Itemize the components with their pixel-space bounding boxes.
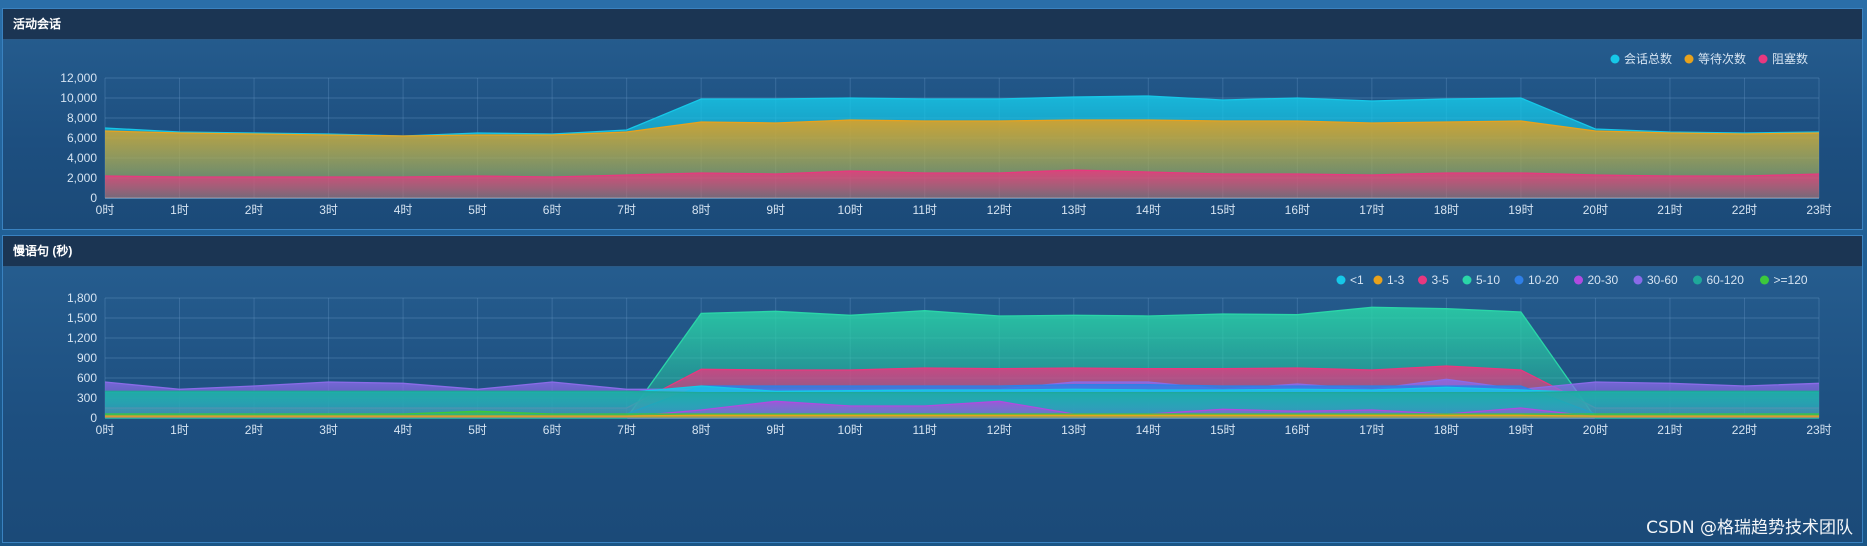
legend-marker[interactable]	[1610, 54, 1620, 64]
x-tick-label: 10时	[838, 203, 863, 217]
x-tick-label: 16时	[1285, 203, 1310, 217]
x-tick-label: 14时	[1136, 423, 1161, 437]
x-tick-label: 9时	[766, 203, 785, 217]
x-tick-label: 21时	[1657, 423, 1682, 437]
legend-marker[interactable]	[1633, 275, 1643, 285]
x-tick-label: 2时	[245, 203, 264, 217]
x-tick-label: 20时	[1583, 203, 1608, 217]
x-tick-label: 15时	[1210, 203, 1235, 217]
watermark: CSDN @格瑞趋势技术团队	[1646, 518, 1853, 538]
slow-statements-chart: 0 300 600 900 1,200 1,500 1,800 0时 1时 2时 3时 4时 5时 6时 7…	[67, 273, 1832, 437]
x-tick-label: 5时	[468, 423, 487, 437]
active-sessions-chart: 0 2,000 4,000 6,000 8,000 10,000 12,000 0时 1时 2时 3…	[60, 51, 1831, 217]
x-tick-label: 18时	[1434, 203, 1459, 217]
x-tick-label: 11时	[913, 423, 937, 437]
legend-label[interactable]: 3-5	[1432, 273, 1450, 287]
x-tick-label: 23时	[1806, 203, 1831, 217]
x-tick-label: 10时	[838, 423, 863, 437]
series-line-2	[104, 169, 1820, 178]
x-tick-label: 17时	[1359, 203, 1384, 217]
x-tick-label: 18时	[1434, 423, 1459, 437]
x-tick-label: 12时	[987, 203, 1012, 217]
series-line-8	[105, 410, 1819, 415]
legend-marker[interactable]	[1336, 275, 1346, 285]
legend-marker[interactable]	[1574, 275, 1583, 285]
y-tick-label: 600	[77, 371, 97, 385]
legend-marker[interactable]	[1684, 54, 1694, 64]
legend-label[interactable]: <1	[1350, 273, 1364, 287]
x-tick-label: 15时	[1210, 423, 1235, 437]
y-tick-label: 900	[77, 351, 97, 365]
y-tick-label: 6,000	[67, 131, 97, 145]
legend-marker[interactable]	[1693, 275, 1702, 285]
y-tick-label: 0	[90, 411, 97, 425]
legend-marker[interactable]	[1418, 275, 1427, 285]
series-line-7	[105, 390, 1819, 394]
y-tick-label: 8,000	[67, 111, 97, 125]
legend-label[interactable]: 20-30	[1588, 273, 1619, 287]
x-tick-label: 7时	[617, 423, 636, 437]
x-tick-label: 1时	[170, 423, 189, 437]
x-tick-label: 13时	[1061, 423, 1086, 437]
y-tick-label: 2,000	[67, 171, 97, 185]
y-tick-label: 300	[77, 391, 97, 405]
x-tick-label: 6时	[543, 423, 562, 437]
x-tick-label: 16时	[1285, 423, 1310, 437]
legend-label[interactable]: 等待次数	[1698, 51, 1746, 66]
x-tick-label: 14时	[1136, 203, 1161, 217]
x-tick-label: 7时	[617, 203, 636, 217]
x-tick-label: 5时	[468, 203, 487, 217]
x-tick-label: 12时	[987, 423, 1012, 437]
panel-title: 活动会话	[3, 9, 1862, 40]
x-tick-label: 3时	[319, 203, 338, 217]
x-tick-label: 3时	[319, 423, 338, 437]
x-tick-label: 13时	[1061, 203, 1086, 217]
legend-marker[interactable]	[1462, 275, 1472, 285]
y-tick-label: 1,200	[67, 331, 97, 345]
x-tick-label: 8时	[692, 203, 711, 217]
y-tick-label: 0	[90, 191, 97, 205]
legend-label[interactable]: >=120	[1774, 273, 1808, 287]
legend-label[interactable]: 10-20	[1528, 273, 1559, 287]
x-tick-label: 22时	[1732, 203, 1757, 217]
series-line-1	[105, 414, 1819, 417]
x-tick-label: 4时	[394, 203, 413, 217]
x-tick-label: 19时	[1508, 423, 1533, 437]
y-tick-label: 4,000	[67, 151, 97, 165]
y-tick-label: 12,000	[60, 71, 97, 85]
x-tick-label: 22时	[1732, 423, 1757, 437]
x-tick-label: 6时	[543, 203, 562, 217]
legend-label[interactable]: 5-10	[1476, 273, 1500, 287]
legend-label[interactable]: 60-120	[1707, 273, 1745, 287]
x-tick-label: 21时	[1657, 203, 1682, 217]
x-tick-label: 9时	[766, 423, 785, 437]
x-tick-label: 17时	[1359, 423, 1384, 437]
x-tick-label: 23时	[1806, 423, 1831, 437]
legend-label[interactable]: 1-3	[1387, 273, 1405, 287]
legend-marker[interactable]	[1758, 54, 1768, 64]
legend-marker[interactable]	[1373, 275, 1383, 285]
series-line-1	[104, 119, 1820, 137]
x-tick-label: 19时	[1508, 203, 1533, 217]
x-tick-label: 2时	[245, 423, 264, 437]
x-tick-label: 0时	[96, 423, 115, 437]
panel-title: 慢语句 (秒)	[3, 236, 1862, 267]
x-tick-label: 8时	[692, 423, 711, 437]
legend-label[interactable]: 会话总数	[1624, 51, 1672, 66]
series-area-1	[105, 415, 1819, 418]
x-tick-label: 11时	[913, 203, 937, 217]
legend-label[interactable]: 阻塞数	[1772, 51, 1808, 66]
y-tick-label: 1,500	[67, 311, 97, 325]
x-tick-label: 1时	[170, 203, 189, 217]
legend-marker[interactable]	[1514, 275, 1524, 285]
legend-label[interactable]: 30-60	[1647, 273, 1678, 287]
legend-marker[interactable]	[1760, 275, 1769, 285]
slow-statements-panel: 慢语句 (秒) 0 300 600 900 1,200 1,500 1,800 0时 1时 2时 3…	[2, 235, 1863, 543]
x-tick-label: 0时	[96, 203, 115, 217]
y-tick-label: 10,000	[60, 91, 97, 105]
active-sessions-panel: 活动会话 0 2,000 4,000 6,000 8,000 10,000 12,000 0时…	[2, 8, 1863, 230]
x-tick-label: 20时	[1583, 423, 1608, 437]
y-tick-label: 1,800	[67, 291, 97, 305]
x-tick-label: 4时	[394, 423, 413, 437]
